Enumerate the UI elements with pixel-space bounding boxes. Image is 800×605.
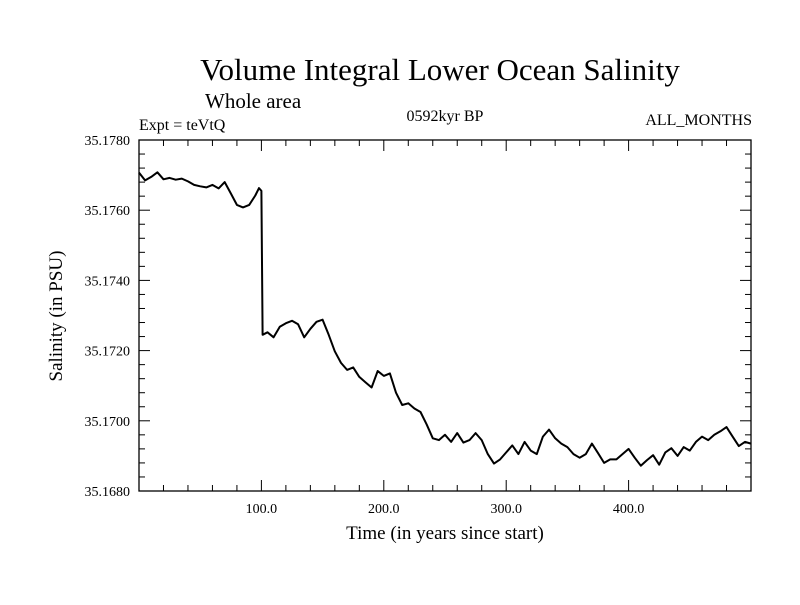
x-tick-label: 200.0 <box>368 502 400 517</box>
y-axis: 35.1680 35.1700 35.1720 35.1740 35.1760 35.17… <box>85 134 751 500</box>
series-layer <box>138 171 752 467</box>
chart-subtitle: Whole area <box>205 89 302 113</box>
x-axis: 100.0 200.0 300.0 400.0 <box>162 140 728 517</box>
y-tick-label: 35.1780 <box>85 134 131 149</box>
x-tick-label: 100.0 <box>246 502 278 517</box>
y-tick-label: 35.1740 <box>85 274 131 289</box>
y-tick-label: 35.1700 <box>85 415 131 430</box>
y-axis-title: Salinity (in PSU) <box>46 251 67 382</box>
x-tick-label: 300.0 <box>490 502 522 517</box>
experiment-label: Expt = teVtQ <box>139 117 226 134</box>
plot-frame <box>138 139 752 492</box>
x-tick-label: 400.0 <box>613 502 645 517</box>
salinity-series-line <box>138 171 752 467</box>
x-axis-title: Time (in years since start) <box>346 523 544 544</box>
chart-title: Volume Integral Lower Ocean Salinity <box>200 52 680 87</box>
y-tick-label: 35.1680 <box>85 485 131 500</box>
y-tick-label: 35.1760 <box>85 204 131 219</box>
y-tick-label: 35.1720 <box>85 345 131 360</box>
months-label: ALL_MONTHS <box>645 112 752 129</box>
period-label: 0592kyr BP <box>407 108 484 125</box>
